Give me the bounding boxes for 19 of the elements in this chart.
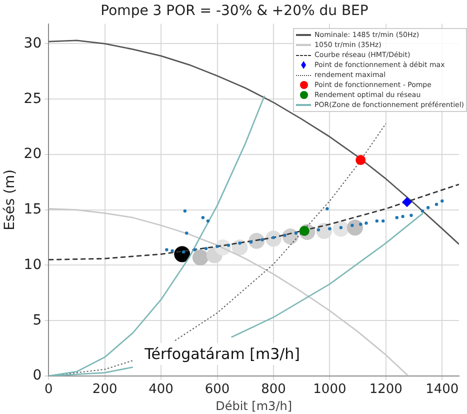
x-axis-title: Débit [m3/h] xyxy=(216,398,292,413)
x-tick-label: 800 xyxy=(261,382,286,398)
y-axis-title: Esés (m) xyxy=(2,169,18,230)
x-tick-label: 600 xyxy=(204,382,230,398)
x-tick-label: 200 xyxy=(92,382,118,398)
x-tick-label: 1200 xyxy=(369,382,402,398)
y-tick-label: 0 xyxy=(32,368,42,384)
x-tick-label: 1400 xyxy=(426,382,459,398)
y-tick-label: 10 xyxy=(24,256,42,273)
y-tick-label: 30 xyxy=(24,35,42,52)
annotation: Térfogatáram [m3/h] xyxy=(136,343,308,365)
y-tick-label: 15 xyxy=(24,202,42,218)
x-tick-label: 1000 xyxy=(313,382,346,398)
x-tick-label: 0 xyxy=(44,382,53,398)
x-tick-label: 400 xyxy=(148,382,174,398)
y-tick-label: 5 xyxy=(32,312,42,328)
y-tick-label: 25 xyxy=(24,90,42,107)
y-tick-label: 20 xyxy=(24,146,42,162)
chart-title: Pompe 3 POR = -30% & +20% du BEP xyxy=(100,3,368,20)
